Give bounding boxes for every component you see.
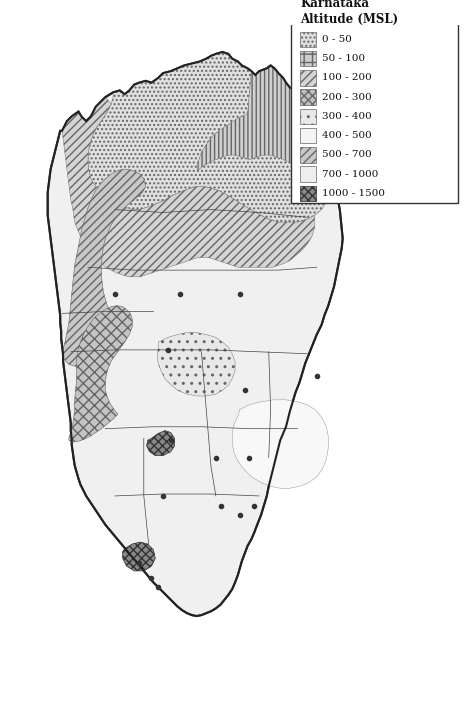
Polygon shape	[62, 169, 146, 366]
Bar	[301, 32, 316, 47]
Polygon shape	[146, 431, 174, 456]
Bar	[301, 71, 316, 86]
Bar	[301, 108, 316, 124]
Text: 500 - 700: 500 - 700	[321, 150, 371, 159]
Bar	[301, 128, 316, 143]
Bar	[301, 90, 316, 105]
Text: 100 - 200: 100 - 200	[321, 73, 371, 83]
Bar	[301, 51, 316, 66]
Text: 700 - 1000: 700 - 1000	[321, 170, 378, 178]
Text: 50 - 100: 50 - 100	[321, 54, 365, 63]
Polygon shape	[48, 52, 343, 616]
Polygon shape	[198, 66, 334, 187]
Bar	[301, 185, 316, 201]
Polygon shape	[62, 97, 315, 277]
Polygon shape	[69, 306, 132, 442]
Text: 400 - 500: 400 - 500	[321, 131, 371, 140]
Polygon shape	[123, 542, 155, 571]
Text: 200 - 300: 200 - 300	[321, 93, 371, 102]
FancyBboxPatch shape	[291, 0, 458, 203]
Text: 0 - 50: 0 - 50	[321, 35, 351, 44]
Polygon shape	[157, 332, 235, 396]
Bar	[301, 147, 316, 163]
Text: 1000 - 1500: 1000 - 1500	[321, 189, 384, 198]
Bar	[301, 166, 316, 182]
Polygon shape	[232, 400, 328, 488]
Polygon shape	[88, 52, 334, 222]
Text: 300 - 400: 300 - 400	[321, 112, 371, 121]
Text: Karnataka
Altitude (MSL): Karnataka Altitude (MSL)	[301, 0, 399, 26]
